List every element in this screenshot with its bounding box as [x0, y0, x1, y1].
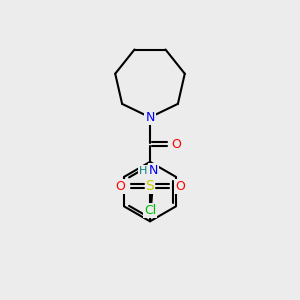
Text: N: N [149, 164, 158, 177]
Text: O: O [115, 180, 125, 193]
Text: O: O [175, 180, 185, 193]
Text: S: S [146, 179, 154, 193]
Text: O: O [171, 138, 181, 151]
Text: N: N [145, 111, 155, 124]
Text: H: H [139, 166, 148, 176]
Text: Cl: Cl [144, 204, 156, 217]
